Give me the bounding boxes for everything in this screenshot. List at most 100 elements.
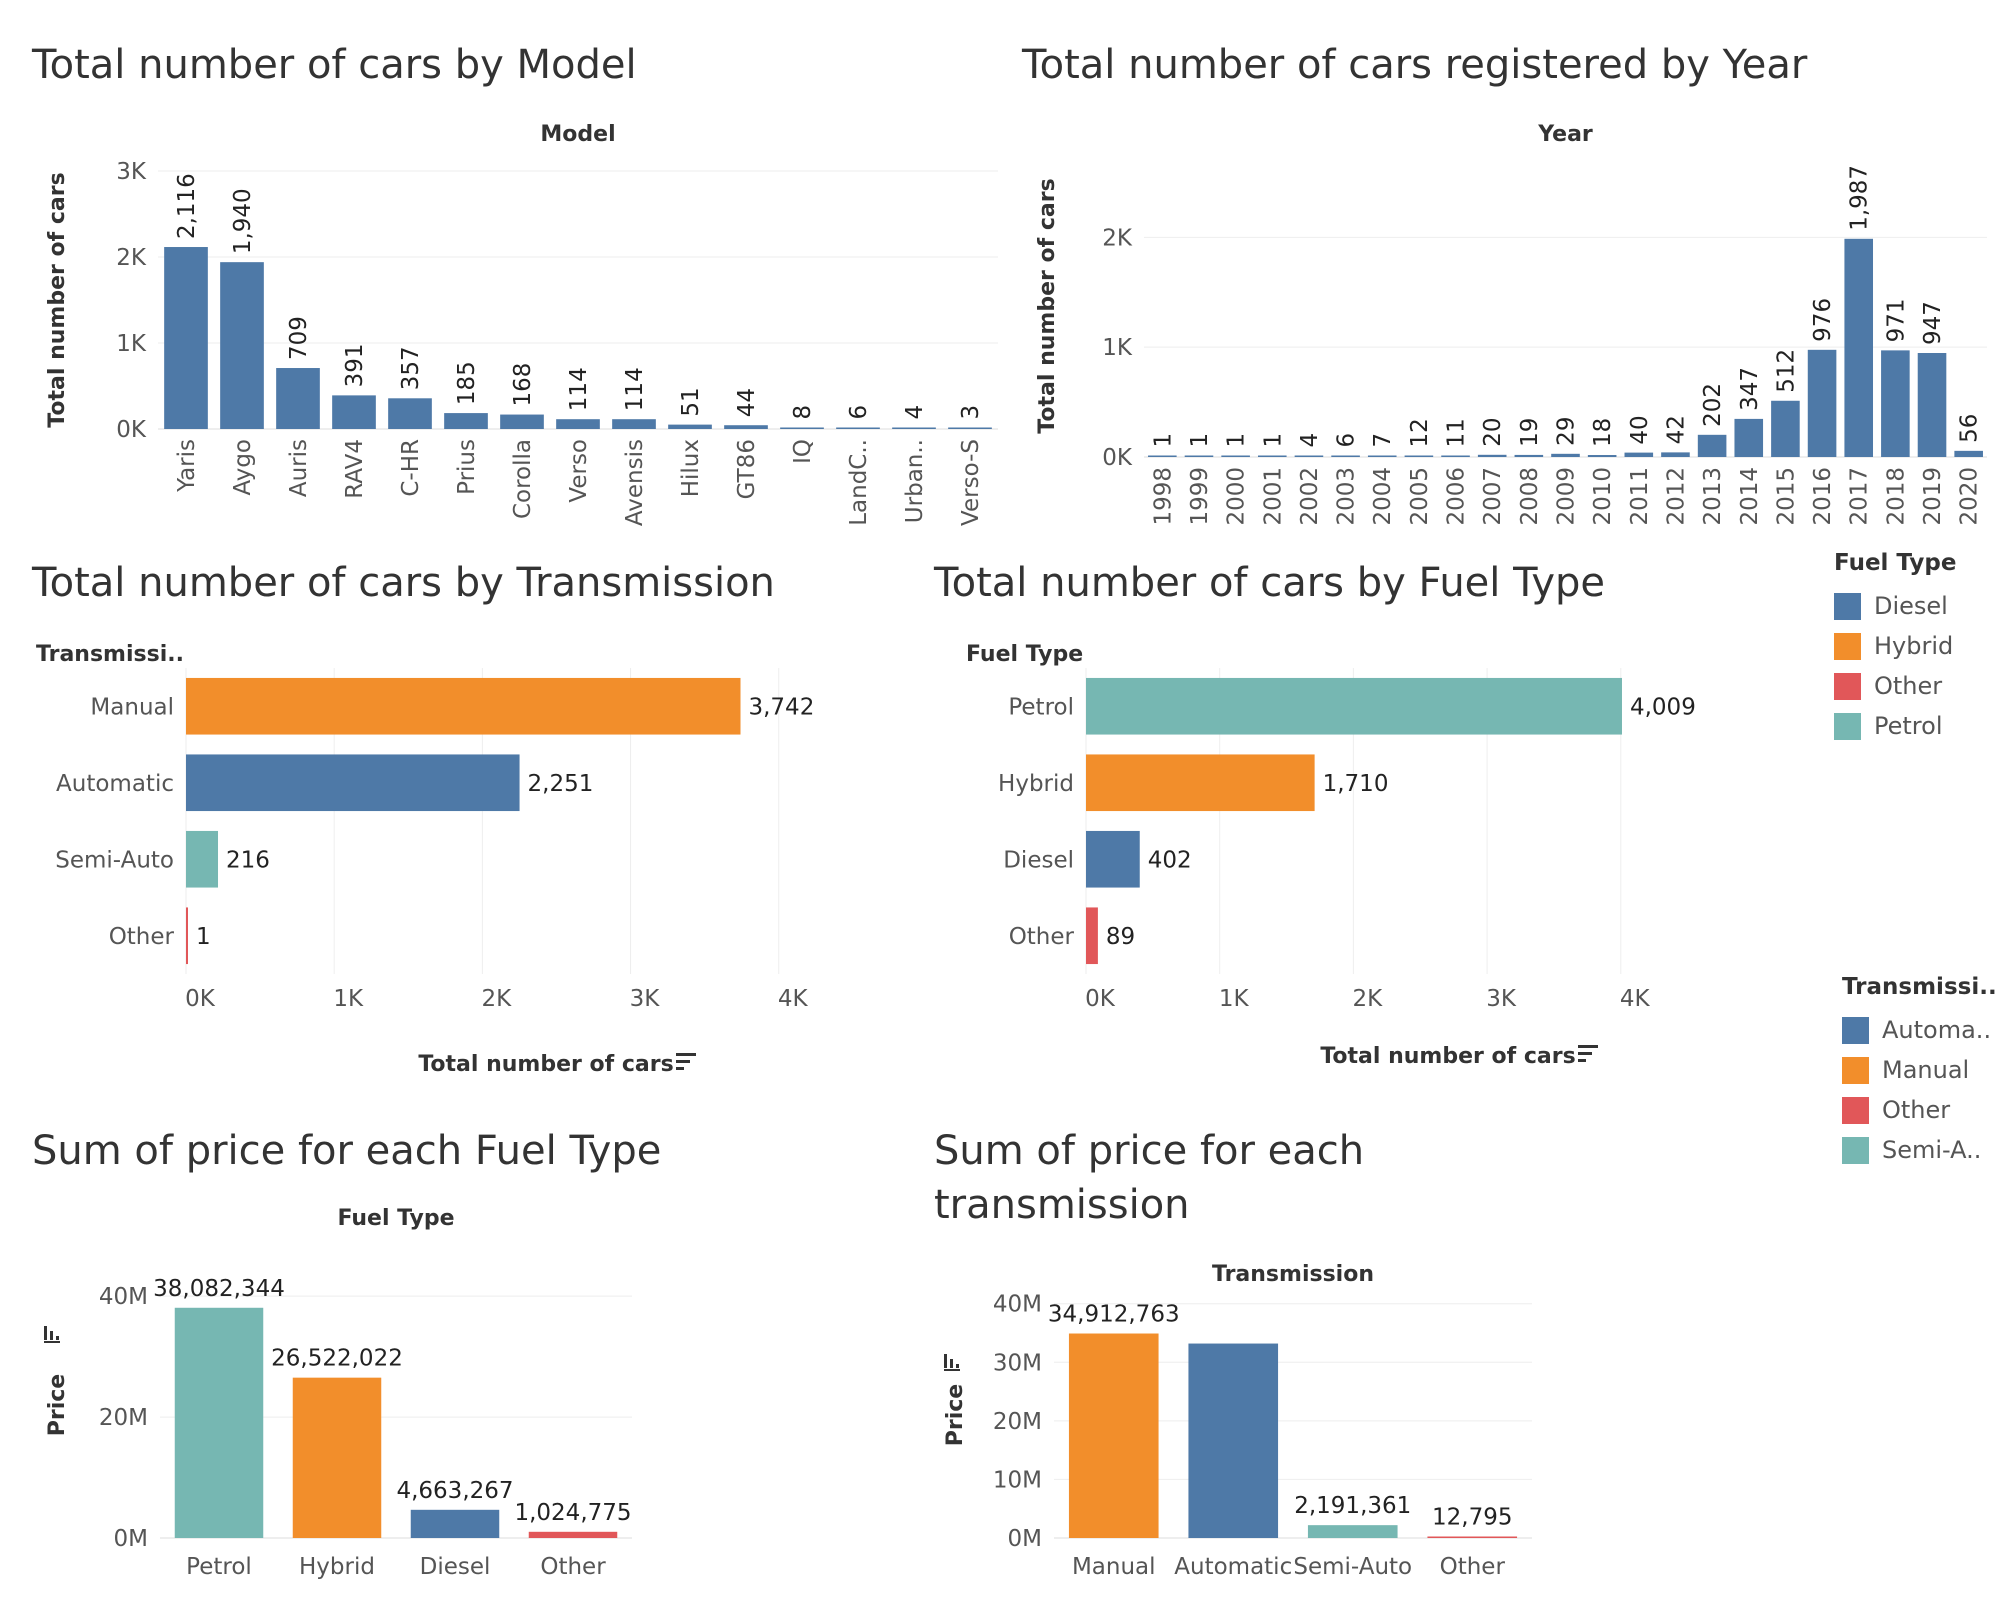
transmission-sort-icon	[676, 1053, 696, 1056]
title-transmission: Total number of cars by Transmission	[32, 560, 775, 606]
title-year: Total number of cars registered by Year	[1022, 42, 1808, 88]
price_trans-bar	[1188, 1343, 1279, 1538]
model-data-label: 1,940	[230, 188, 256, 254]
price_fuel-category-label: Petrol	[186, 1554, 252, 1580]
price_fuel-ylabel: Price	[45, 1374, 70, 1436]
price_trans-bar	[1068, 1333, 1159, 1538]
fuel-data-label: 89	[1106, 924, 1135, 950]
year-category-label: 2018	[1883, 467, 1909, 526]
year-data-label: 976	[1810, 298, 1836, 342]
model-category-label: LandC..	[846, 439, 872, 526]
title-fuel: Total number of cars by Fuel Type	[934, 560, 1605, 606]
legend-fuel-item[interactable]: Other	[1834, 666, 1956, 706]
model-bar	[892, 427, 936, 429]
price_trans-header: Transmission	[1212, 1262, 1374, 1287]
year-category-label: 2007	[1480, 467, 1506, 526]
model-category-label: Prius	[454, 439, 480, 495]
fuel-data-label: 4,009	[1630, 694, 1696, 720]
year-bar	[1587, 455, 1617, 457]
year-data-label: 18	[1590, 418, 1616, 447]
model-category-label: Auris	[286, 439, 312, 497]
year-bar	[1294, 455, 1324, 457]
model-bar	[948, 427, 992, 429]
transmission-xtick-label: 3K	[630, 986, 661, 1012]
year-data-label: 1	[1260, 433, 1286, 448]
fuel-bar	[1086, 907, 1098, 965]
fuel-category-label: Diesel	[1003, 847, 1074, 873]
price_trans-ytick-label: 10M	[993, 1467, 1042, 1493]
price_trans-ytick-label: 0M	[1008, 1526, 1042, 1552]
price_fuel-bar	[528, 1531, 618, 1538]
transmission-header: Transmissi..	[36, 642, 184, 667]
legend-swatch	[1842, 1136, 1869, 1164]
transmission-data-label: 216	[226, 847, 270, 873]
legend-transmission-item[interactable]: Semi-A..	[1842, 1130, 1997, 1170]
year-data-label: 12	[1407, 418, 1433, 447]
model-category-label: Urban..	[902, 439, 928, 523]
price_trans-category-label: Automatic	[1174, 1554, 1292, 1580]
legend-fuel: Fuel Type Diesel Hybrid Other Petrol	[1834, 550, 1956, 746]
model-bar	[276, 368, 320, 429]
legend-swatch	[1842, 1096, 1869, 1124]
fuel-bar	[1086, 754, 1315, 812]
legend-transmission-item[interactable]: Manual	[1842, 1050, 1997, 1090]
fuel-sort-icon	[1578, 1059, 1586, 1062]
price_trans-category-label: Other	[1440, 1554, 1506, 1580]
year-bar	[1551, 453, 1580, 457]
transmission-category-label: Semi-Auto	[55, 847, 174, 873]
year-category-label: 2000	[1224, 467, 1250, 526]
legend-fuel-item[interactable]: Diesel	[1834, 586, 1956, 626]
legend-label: Diesel	[1874, 592, 1948, 620]
price_fuel-category-label: Other	[540, 1554, 606, 1580]
fuel-xtick-label: 1K	[1219, 986, 1250, 1012]
year-bar	[1441, 455, 1470, 457]
model-bar	[164, 247, 208, 429]
model-data-label: 185	[454, 361, 480, 405]
year-category-label: 1999	[1187, 467, 1213, 526]
year-bar	[1844, 238, 1874, 457]
price_fuel-ytick-label: 0M	[114, 1526, 148, 1552]
price_fuel-data-label: 38,082,344	[153, 1276, 285, 1302]
model-bar	[668, 424, 712, 429]
legend-fuel-item[interactable]: Hybrid	[1834, 626, 1956, 666]
price_trans-ytick-label: 40M	[993, 1292, 1042, 1318]
year-category-label: 2006	[1444, 467, 1470, 526]
fuel-data-label: 402	[1148, 847, 1192, 873]
title-price-trans-line2: transmission	[934, 1182, 1190, 1228]
legend-transmission-item[interactable]: Automa..	[1842, 1010, 1997, 1050]
legend-fuel-item[interactable]: Petrol	[1834, 706, 1956, 746]
model-data-label: 391	[342, 343, 368, 387]
year-bar	[1697, 434, 1727, 457]
year-bar	[1881, 350, 1910, 457]
legend-transmission-item[interactable]: Other	[1842, 1090, 1997, 1130]
price_trans-bar	[1307, 1525, 1398, 1538]
model-ytick-label: 0K	[116, 417, 147, 443]
legend-label: Manual	[1882, 1056, 1970, 1084]
model-data-label: 357	[398, 346, 424, 390]
price_trans-data-label: 34,912,763	[1048, 1302, 1180, 1328]
model-bar	[388, 398, 432, 429]
year-ytick-label: 1K	[1102, 335, 1133, 361]
legend-swatch	[1834, 712, 1861, 740]
year-data-label: 971	[1883, 298, 1909, 342]
transmission-sort-icon	[676, 1060, 690, 1063]
year-data-label: 56	[1957, 414, 1983, 443]
fuel-xlabel: Total number of cars	[1320, 1044, 1575, 1069]
fuel-xtick-label: 2K	[1353, 986, 1384, 1012]
transmission-xtick-label: 4K	[778, 986, 809, 1012]
price_trans-category-label: Manual	[1072, 1554, 1156, 1580]
year-bar	[1771, 400, 1800, 457]
model-data-label: 6	[846, 405, 872, 420]
model-ytick-label: 2K	[116, 245, 147, 271]
fuel-xtick-label: 4K	[1620, 986, 1651, 1012]
year-data-label: 947	[1920, 301, 1946, 345]
model-category-label: Avensis	[622, 439, 648, 526]
transmission-bar	[186, 907, 188, 965]
year-data-label: 202	[1700, 383, 1726, 427]
model-bar	[444, 413, 488, 429]
year-bar	[1404, 455, 1434, 457]
year-bar	[1514, 454, 1544, 457]
transmission-sort-icon	[676, 1067, 684, 1070]
year-bar	[1367, 455, 1397, 457]
legend-label: Automa..	[1882, 1016, 1992, 1044]
